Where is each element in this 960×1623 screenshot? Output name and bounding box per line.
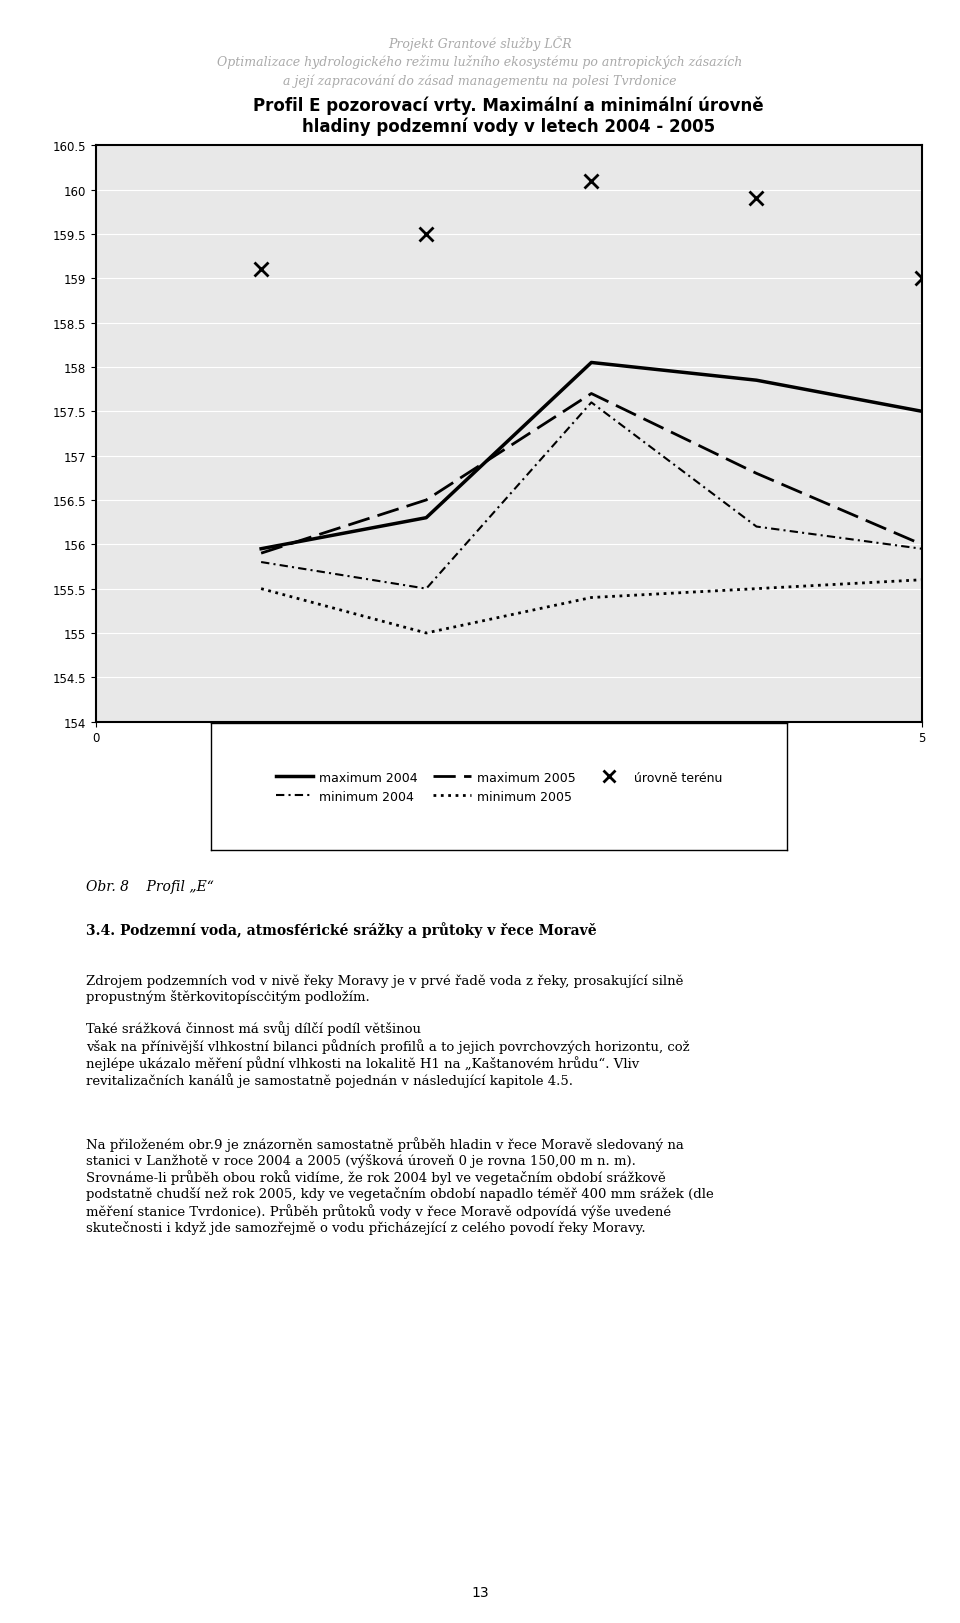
maximum 2004 (751, 372, 762, 391)
minimum 2004 (916, 540, 927, 560)
úrovně terénu (751, 190, 762, 209)
minimum 2005 (751, 579, 762, 599)
maximum 2004 (255, 540, 267, 560)
maximum 2005 (751, 464, 762, 484)
Text: Zdrojem podzemních vod v nivě řeky Moravy je v prvé řadě voda z řeky, prosakujíc: Zdrojem podzemních vod v nivě řeky Morav… (86, 974, 684, 1003)
Line: maximum 2004: maximum 2004 (261, 364, 922, 550)
úrovně terénu (420, 226, 432, 245)
maximum 2005 (586, 385, 597, 404)
minimum 2005 (420, 623, 432, 643)
maximum 2005 (916, 536, 927, 555)
Line: minimum 2004: minimum 2004 (261, 403, 922, 589)
Legend: maximum 2004, minimum 2004, maximum 2005, minimum 2005, úrovně terénu: maximum 2004, minimum 2004, maximum 2005… (271, 766, 728, 808)
Line: maximum 2005: maximum 2005 (261, 394, 922, 553)
Line: minimum 2005: minimum 2005 (261, 581, 922, 633)
Text: a její zapracování do zásad managementu na polesi Tvrdonice: a její zapracování do zásad managementu … (283, 75, 677, 88)
minimum 2004 (586, 393, 597, 412)
maximum 2005 (255, 544, 267, 563)
maximum 2004 (916, 403, 927, 422)
Text: Obr. 8    Profil „E“: Obr. 8 Profil „E“ (86, 880, 214, 894)
Text: 3.4. Podzemní voda, atmosférické srážky a průtoky v řece Moravě: 3.4. Podzemní voda, atmosférické srážky … (86, 922, 597, 938)
X-axis label: 1=E5, 2=E4, 3=E3, 4=E2, 5=E1: 1=E5, 2=E4, 3=E3, 4=E2, 5=E1 (399, 750, 618, 763)
minimum 2005 (916, 571, 927, 591)
minimum 2004 (751, 518, 762, 537)
maximum 2005 (420, 490, 432, 510)
minimum 2005 (255, 579, 267, 599)
Title: Profil E pozorovací vrty. Maximální a minimální úrovně
hladiny podzemní vody v l: Profil E pozorovací vrty. Maximální a mi… (253, 96, 764, 136)
minimum 2004 (420, 579, 432, 599)
Text: Optimalizace hydrologického režimu lužního ekosystému po antropických zásazích: Optimalizace hydrologického režimu lužní… (217, 55, 743, 70)
úrovně terénu (586, 172, 597, 192)
Text: Projekt Grantové služby LČR: Projekt Grantové služby LČR (388, 36, 572, 50)
maximum 2004 (420, 508, 432, 527)
minimum 2005 (586, 589, 597, 609)
úrovně terénu (916, 269, 927, 289)
Text: Na přiloženém obr.9 je znázorněn samostatně průběh hladin v řece Moravě sledovan: Na přiloženém obr.9 je znázorněn samosta… (86, 1136, 714, 1233)
úrovně terénu (255, 260, 267, 279)
Text: Také srážková činnost má svůj dílčí podíl většinou
však na přínivější vlhkostní : Také srážková činnost má svůj dílčí podí… (86, 1021, 690, 1087)
maximum 2004 (586, 354, 597, 373)
Line: úrovně terénu: úrovně terénu (254, 175, 928, 286)
minimum 2004 (255, 553, 267, 573)
Text: 13: 13 (471, 1584, 489, 1599)
